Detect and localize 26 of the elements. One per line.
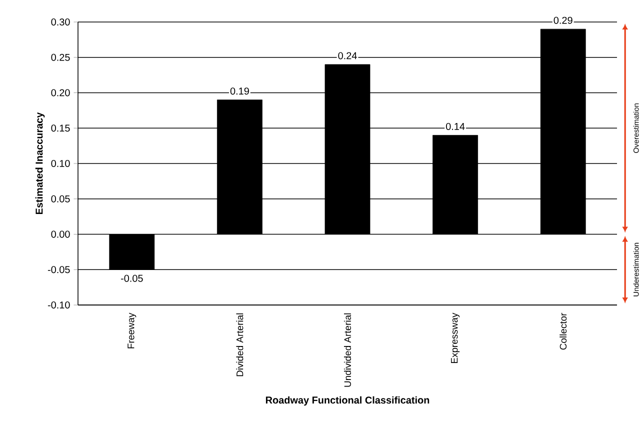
bar: [217, 100, 262, 234]
x-tick-label: Collector: [560, 312, 567, 350]
bar: [109, 234, 155, 270]
data-label: -0.05: [120, 274, 143, 282]
y-tick-label: 0.15: [51, 124, 70, 132]
bar: [324, 64, 370, 234]
y-tick-label: 0.05: [51, 195, 70, 202]
bar: [540, 28, 586, 234]
y-tick-label: 0.25: [51, 54, 70, 61]
x-tick-label: Freeway: [128, 312, 136, 348]
x-tick-label: Undivided Arterial: [344, 313, 351, 387]
data-label: 0.19: [230, 88, 249, 95]
x-axis-title: Roadway Functional Classification: [266, 396, 430, 406]
data-label: 0.24: [338, 52, 357, 60]
y-axis-title: Estimated Inaccuracy: [35, 112, 45, 214]
y-tick-label: 0.30: [51, 18, 70, 26]
bar: [432, 135, 478, 234]
y-tick-label: 0.10: [51, 160, 70, 168]
y-tick-label: -0.10: [48, 301, 70, 309]
data-label: 0.29: [554, 16, 572, 24]
data-label: 0.14: [446, 122, 465, 130]
y-tick-label: 0.20: [51, 89, 70, 96]
x-tick-label: Expressway: [451, 312, 460, 364]
y-tick-label: 0.00: [51, 230, 70, 238]
y-tick-label: -0.05: [48, 266, 70, 274]
x-tick-label: Divided Arterial: [236, 313, 244, 376]
